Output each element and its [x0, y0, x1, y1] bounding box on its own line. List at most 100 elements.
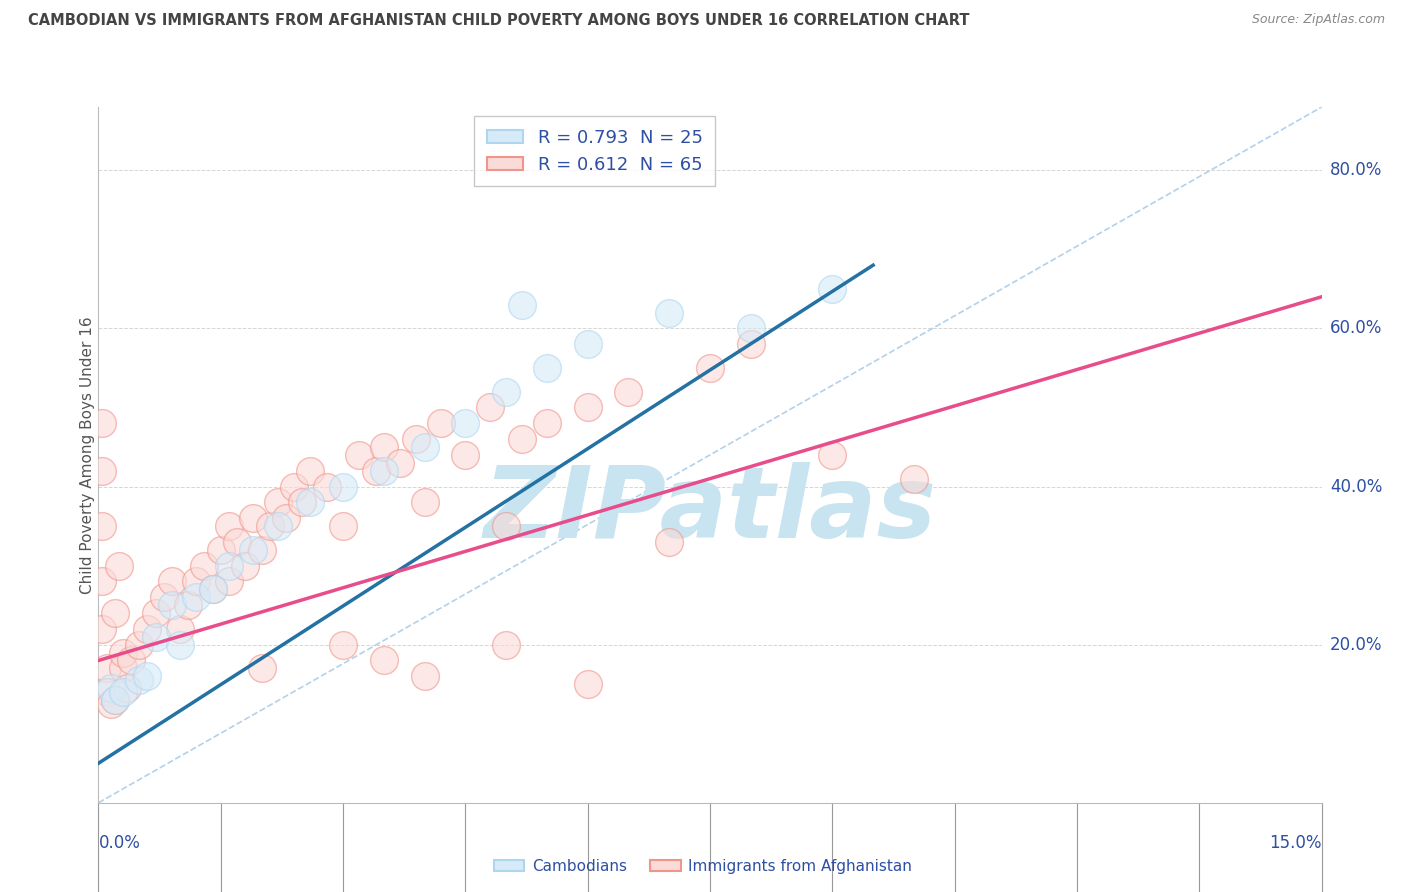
Point [169, 638, 191, 652]
Point [226, 535, 249, 549]
Point [478, 401, 501, 415]
Point [145, 606, 167, 620]
Point [267, 519, 290, 533]
Point [104, 606, 127, 620]
Point [169, 622, 191, 636]
Text: 40.0%: 40.0% [1330, 477, 1382, 496]
Point [536, 360, 558, 375]
Point [405, 432, 427, 446]
Point [186, 591, 208, 605]
Point [91, 574, 114, 589]
Point [160, 574, 183, 589]
Point [209, 542, 232, 557]
Point [108, 558, 131, 573]
Y-axis label: Child Poverty Among Boys Under 16: Child Poverty Among Boys Under 16 [80, 316, 94, 594]
Point [218, 519, 240, 533]
Point [128, 638, 150, 652]
Point [274, 511, 297, 525]
Point [413, 495, 436, 509]
Point [91, 464, 114, 478]
Text: 80.0%: 80.0% [1330, 161, 1382, 179]
Point [242, 511, 264, 525]
Point [186, 574, 208, 589]
Point [201, 582, 224, 597]
Point [136, 622, 159, 636]
Text: 0.0%: 0.0% [98, 834, 141, 852]
Point [91, 417, 114, 431]
Point [617, 384, 640, 399]
Point [299, 464, 322, 478]
Point [111, 661, 134, 675]
Point [152, 591, 174, 605]
Point [201, 582, 224, 597]
Point [349, 448, 371, 462]
Point [259, 519, 281, 533]
Point [576, 337, 599, 351]
Point [332, 519, 354, 533]
Point [495, 638, 517, 652]
Point [145, 630, 167, 644]
Text: Source: ZipAtlas.com: Source: ZipAtlas.com [1251, 13, 1385, 27]
Point [658, 535, 681, 549]
Text: 60.0%: 60.0% [1330, 319, 1382, 337]
Point [373, 464, 395, 478]
Point [111, 646, 134, 660]
Point [128, 673, 150, 688]
Text: 15.0%: 15.0% [1270, 834, 1322, 852]
Point [821, 282, 844, 296]
Point [658, 305, 681, 319]
Point [291, 495, 314, 509]
Point [495, 384, 517, 399]
Point [373, 440, 395, 454]
Point [740, 337, 762, 351]
Point [413, 669, 436, 683]
Point [250, 661, 273, 675]
Legend: R = 0.793  N = 25, R = 0.612  N = 65: R = 0.793 N = 25, R = 0.612 N = 65 [474, 116, 716, 186]
Point [242, 542, 264, 557]
Point [177, 598, 200, 612]
Text: 20.0%: 20.0% [1330, 636, 1382, 654]
Text: ZIPatlas: ZIPatlas [484, 462, 936, 559]
Point [512, 298, 534, 312]
Point [96, 685, 118, 699]
Point [283, 479, 305, 493]
Point [91, 622, 114, 636]
Point [100, 697, 122, 711]
Point [111, 685, 134, 699]
Point [218, 558, 240, 573]
Point [315, 479, 337, 493]
Point [267, 495, 290, 509]
Point [104, 693, 127, 707]
Point [332, 479, 354, 493]
Point [389, 456, 412, 470]
Point [120, 653, 142, 667]
Point [233, 558, 256, 573]
Point [136, 669, 159, 683]
Point [373, 653, 395, 667]
Point [218, 574, 240, 589]
Point [740, 321, 762, 335]
Point [115, 681, 138, 695]
Point [821, 448, 844, 462]
Legend: Cambodians, Immigrants from Afghanistan: Cambodians, Immigrants from Afghanistan [488, 853, 918, 880]
Point [576, 677, 599, 691]
Point [576, 401, 599, 415]
Point [100, 681, 122, 695]
Point [364, 464, 387, 478]
Point [903, 472, 925, 486]
Point [699, 360, 721, 375]
Point [299, 495, 322, 509]
Point [454, 448, 477, 462]
Point [413, 440, 436, 454]
Point [536, 417, 558, 431]
Point [454, 417, 477, 431]
Point [160, 598, 183, 612]
Point [332, 638, 354, 652]
Point [430, 417, 453, 431]
Text: CAMBODIAN VS IMMIGRANTS FROM AFGHANISTAN CHILD POVERTY AMONG BOYS UNDER 16 CORRE: CAMBODIAN VS IMMIGRANTS FROM AFGHANISTAN… [28, 13, 970, 29]
Point [512, 432, 534, 446]
Point [495, 519, 517, 533]
Point [91, 519, 114, 533]
Point [250, 542, 273, 557]
Point [193, 558, 215, 573]
